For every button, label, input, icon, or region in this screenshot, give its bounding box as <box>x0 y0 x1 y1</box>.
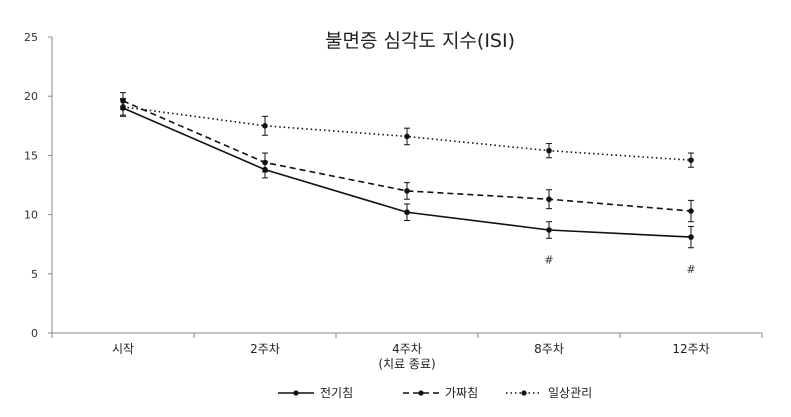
significance-marker: # <box>544 253 553 266</box>
x-category-label: 12주차 <box>672 342 709 356</box>
legend-marker <box>418 390 424 396</box>
legend-marker <box>293 390 299 396</box>
data-point <box>404 188 410 194</box>
x-category-label: 시작 <box>112 342 134 356</box>
y-tick-label: 0 <box>31 327 38 340</box>
y-tick-label: 5 <box>31 268 38 281</box>
x-category-label: 2주차 <box>250 342 280 356</box>
significance-marker: # <box>686 263 695 276</box>
legend-label: 가짜침 <box>445 386 478 400</box>
data-point <box>404 133 410 140</box>
legend-item: 일상관리 <box>506 386 592 400</box>
legend: 전기침 가짜침 일상관리 <box>278 386 592 400</box>
legend-item: 전기침 <box>278 386 353 400</box>
data-point <box>688 208 694 214</box>
y-tick-label: 25 <box>24 31 38 44</box>
x-category-sublabel: (치료 종료) <box>378 357 435 371</box>
series-line <box>122 100 692 212</box>
legend-label: 일상관리 <box>548 386 592 400</box>
chart-title: 불면증 심각도 지수(ISI) <box>325 30 515 52</box>
y-tick-label: 15 <box>24 149 38 162</box>
legend-item: 가짜침 <box>403 386 478 400</box>
data-point <box>262 123 268 129</box>
y-tick-label: 10 <box>24 209 38 222</box>
series-2 <box>120 92 694 223</box>
data-point <box>546 147 552 154</box>
axes: 0 5 10 15 20 25 시작 2주차 4주차(치료 종료) 8주차 12주차 <box>24 31 763 371</box>
data-point <box>546 227 552 233</box>
legend-marker <box>521 390 527 396</box>
data-point <box>546 196 552 203</box>
series-layer <box>120 92 694 249</box>
y-tick-label: 20 <box>24 90 38 103</box>
annotation-layer: ## <box>544 253 695 275</box>
legend-label: 전기침 <box>320 386 353 400</box>
data-point <box>688 234 694 240</box>
data-point <box>688 157 694 163</box>
series-line <box>122 106 692 161</box>
x-category-label: 8주차 <box>534 342 564 356</box>
data-point <box>120 104 126 110</box>
series-3 <box>120 98 694 168</box>
data-point <box>262 159 268 166</box>
data-point <box>404 209 410 216</box>
series-1 <box>120 99 694 249</box>
x-category-label: 4주차 <box>392 342 422 356</box>
